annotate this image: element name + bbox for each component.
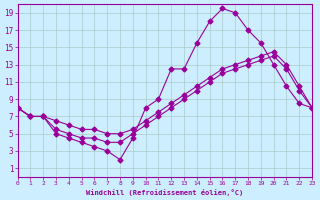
X-axis label: Windchill (Refroidissement éolien,°C): Windchill (Refroidissement éolien,°C) — [86, 189, 244, 196]
